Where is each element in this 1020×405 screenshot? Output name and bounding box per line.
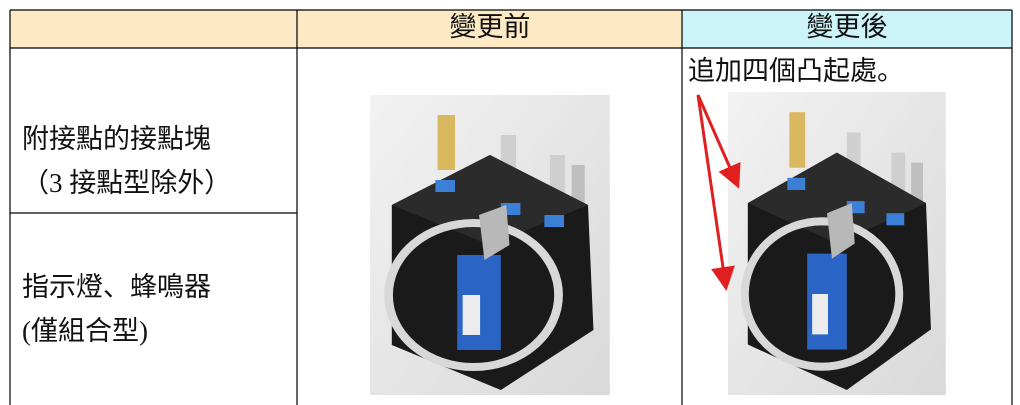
row-label: (僅組合型) xyxy=(22,316,148,346)
row-label: 附接點的接點塊 xyxy=(22,124,211,154)
table-borders xyxy=(9,9,1013,405)
row-label: 指示燈、蜂鳴器 xyxy=(22,272,211,302)
header-cell xyxy=(297,10,682,48)
arrows xyxy=(696,94,741,291)
row-label: （3 接點型除外） xyxy=(22,168,231,198)
photo-before xyxy=(370,95,610,395)
note: 追加四個凸起處。 xyxy=(688,56,904,86)
header-label: 變更前 xyxy=(450,12,531,42)
header-label: 變更後 xyxy=(807,12,888,42)
photo-after xyxy=(728,92,946,395)
header-cell xyxy=(682,10,1012,48)
header-cell xyxy=(10,10,297,48)
